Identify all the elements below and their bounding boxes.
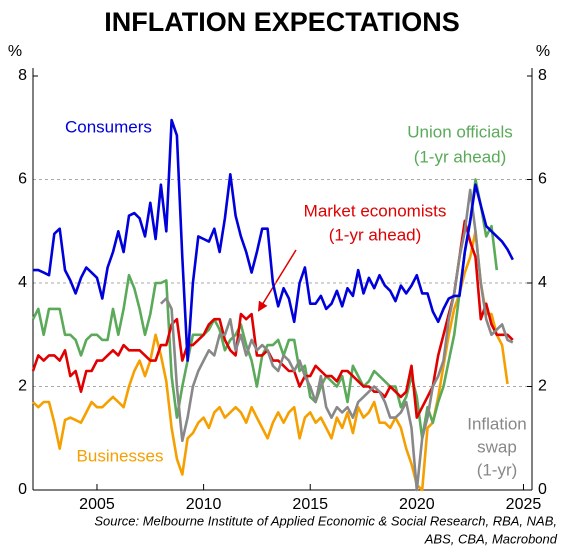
- y-tick-label: 8: [18, 67, 27, 84]
- series-label: Consumers: [65, 117, 152, 136]
- arrow: [257, 249, 297, 312]
- source: ABS, CBA, Macrobond: [424, 531, 558, 546]
- x-tick-label: 2015: [292, 496, 328, 513]
- x-tick-label: 2025: [506, 496, 542, 513]
- series-label: (1-yr ahead): [414, 147, 507, 166]
- x-tick-label: 2020: [399, 496, 435, 513]
- y-tick-label: 2: [18, 378, 27, 395]
- chart-title: INFLATION EXPECTATIONS: [104, 7, 460, 37]
- y2-tick-label: 6: [538, 171, 547, 188]
- series-line: [33, 118, 514, 362]
- series-label: Businesses: [77, 446, 164, 465]
- source: Source: Melbourne Institute of Applied E…: [94, 513, 557, 528]
- y-tick-label: 4: [18, 274, 27, 291]
- series-label: (1-yr ahead): [329, 225, 422, 244]
- y2-tick-label: 2: [538, 378, 547, 395]
- series-label: Union officials: [407, 122, 513, 141]
- y2-tick-label: 4: [538, 274, 547, 291]
- series-line: [159, 188, 514, 492]
- x-tick-label: 2010: [186, 496, 222, 513]
- series-line: [31, 178, 499, 440]
- y-tick-label: 0: [18, 481, 27, 498]
- series-label: Inflation: [467, 414, 527, 433]
- y2-unit: %: [536, 43, 550, 60]
- y2-tick-label: 0: [538, 481, 547, 498]
- y-tick-label: 6: [18, 171, 27, 188]
- series-label: (1-yr): [477, 460, 518, 479]
- series-label: Market economists: [304, 201, 447, 220]
- series-line: [32, 230, 509, 492]
- y-unit: %: [8, 43, 22, 60]
- x-tick-label: 2005: [79, 496, 115, 513]
- y2-tick-label: 8: [538, 67, 547, 84]
- series-label: swap: [477, 437, 517, 456]
